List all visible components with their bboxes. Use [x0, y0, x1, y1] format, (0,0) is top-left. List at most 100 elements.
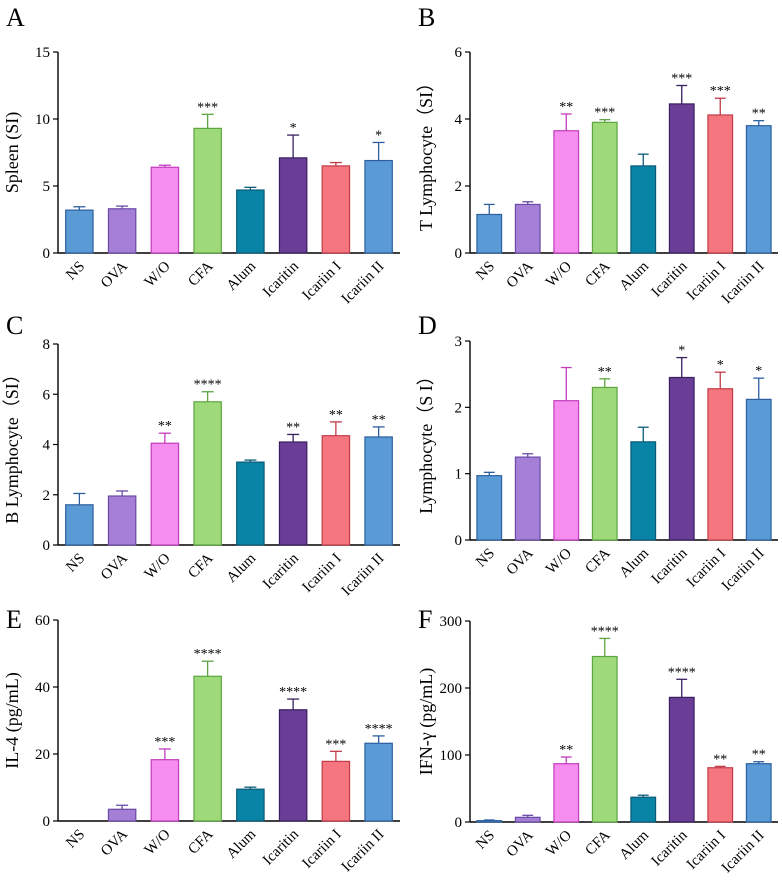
y-tick-label: 0: [455, 246, 463, 262]
x-category-label: W/O: [543, 827, 575, 859]
x-category-label: OVA: [504, 258, 537, 291]
y-tick-label: 0: [43, 814, 51, 830]
bar-icariin-ii: [364, 742, 393, 822]
bar-cfa: [591, 655, 618, 823]
bar-w-o: [553, 763, 580, 823]
bar-ova: [107, 208, 137, 254]
x-category-label: W/O: [142, 258, 174, 290]
significance-label: ***: [325, 737, 346, 752]
panel-e: E 0 20 40 60 IL-4 (pg/mL) NS OVA *** W/O **** CFA A…: [2, 605, 400, 875]
x-category-label: Icariin II: [339, 551, 388, 600]
bar-alum: [236, 461, 265, 546]
bar-alum: [630, 165, 657, 254]
significance-label: **: [158, 419, 172, 434]
significance-label: **: [752, 107, 766, 122]
y-axis-title: Spleen (SI): [2, 112, 23, 193]
x-category-label: Icariin I: [300, 551, 345, 596]
bar-cfa: [193, 127, 222, 254]
bar-icariin-i: [321, 435, 351, 546]
y-tick-label: 4: [455, 112, 463, 128]
y-tick-label: 2: [43, 488, 51, 504]
x-category-label: CFA: [582, 827, 613, 858]
x-category-label: NS: [63, 259, 88, 284]
x-category-label: OVA: [504, 827, 537, 860]
y-tick-label: 1: [455, 467, 463, 483]
y-axis-title: Lymphocyte（S I）: [416, 367, 436, 514]
y-tick-label: 20: [35, 747, 50, 763]
bar-icariin-i: [707, 388, 734, 541]
bar-w-o: [150, 442, 180, 546]
significance-label: ***: [197, 100, 218, 115]
x-category-label: NS: [473, 828, 498, 853]
bar-ns: [476, 820, 503, 823]
significance-label: ****: [194, 378, 222, 393]
x-category-label: OVA: [98, 550, 131, 583]
bar-alum: [236, 189, 265, 254]
significance-label: **: [752, 748, 766, 763]
x-category-label: Icaritin: [260, 826, 302, 868]
bar-icaritin: [668, 696, 695, 823]
y-tick-label: 8: [43, 337, 51, 353]
significance-label: *: [375, 128, 382, 143]
y-tick-label: 60: [35, 613, 50, 629]
bar-icariin-i: [707, 767, 734, 823]
bar-w-o: [553, 130, 580, 254]
x-category-label: OVA: [98, 258, 131, 291]
significance-label: **: [329, 408, 343, 423]
bar-ova: [514, 203, 541, 254]
significance-label: **: [598, 365, 612, 380]
y-axis-title: T Lymphocyte（SI）: [416, 74, 436, 231]
significance-label: ****: [194, 647, 222, 662]
y-tick-label: 10: [35, 112, 50, 128]
bar-ova: [514, 816, 541, 823]
x-category-label: CFA: [582, 258, 613, 289]
x-category-label: Icariin II: [339, 827, 388, 876]
significance-label: ****: [279, 685, 307, 700]
bar-ns: [476, 213, 503, 254]
bar-ova: [107, 808, 137, 822]
bar-cfa: [591, 121, 618, 254]
bar-alum: [236, 788, 265, 822]
x-category-label: Icariin II: [719, 259, 768, 308]
significance-label: **: [286, 420, 300, 435]
panel-letter-d: D: [418, 311, 437, 340]
bar-icariin-ii: [745, 125, 772, 254]
significance-label: *: [678, 344, 685, 359]
bar-ova: [107, 495, 137, 546]
y-tick-label: 40: [35, 680, 50, 696]
bar-ns: [476, 475, 503, 541]
panel-letter-e: E: [6, 605, 22, 634]
y-tick-label: 0: [43, 538, 51, 554]
bar-icaritin: [668, 376, 695, 541]
x-category-label: NS: [473, 259, 498, 284]
panel-b: B 0 2 4 6 T Lymphocyte（SI） NS OVA ** W/O *** CFA Al…: [416, 3, 778, 307]
bar-icariin-ii: [745, 763, 772, 823]
y-tick-label: 0: [455, 533, 463, 549]
y-axis-title: IL-4 (pg/mL): [2, 672, 23, 768]
y-tick-label: 6: [43, 387, 51, 403]
x-category-label: Alum: [617, 258, 653, 294]
bar-cfa: [193, 401, 222, 546]
y-tick-label: 0: [43, 246, 51, 262]
x-category-label: Alum: [617, 545, 653, 581]
bar-icaritin: [668, 103, 695, 254]
panel-a: A 0 5 10 15 Spleen (SI) NS OVA W/O *** CFA Alum * Ic…: [2, 3, 400, 307]
x-category-label: Icariin II: [339, 259, 388, 308]
bar-ova: [514, 456, 541, 541]
significance-label: ***: [671, 72, 692, 87]
x-category-label: NS: [63, 827, 88, 852]
y-tick-label: 100: [440, 748, 463, 764]
x-category-label: CFA: [582, 545, 613, 576]
x-category-label: Icariin I: [300, 259, 345, 304]
panel-letter-a: A: [6, 3, 25, 32]
y-tick-label: 5: [43, 179, 51, 195]
bar-ns: [65, 504, 94, 546]
significance-label: **: [559, 743, 573, 758]
bar-icariin-ii: [745, 398, 772, 541]
bar-icariin-i: [707, 114, 734, 254]
y-tick-label: 15: [35, 45, 50, 61]
x-category-label: CFA: [185, 826, 216, 857]
significance-label: *: [717, 358, 724, 373]
